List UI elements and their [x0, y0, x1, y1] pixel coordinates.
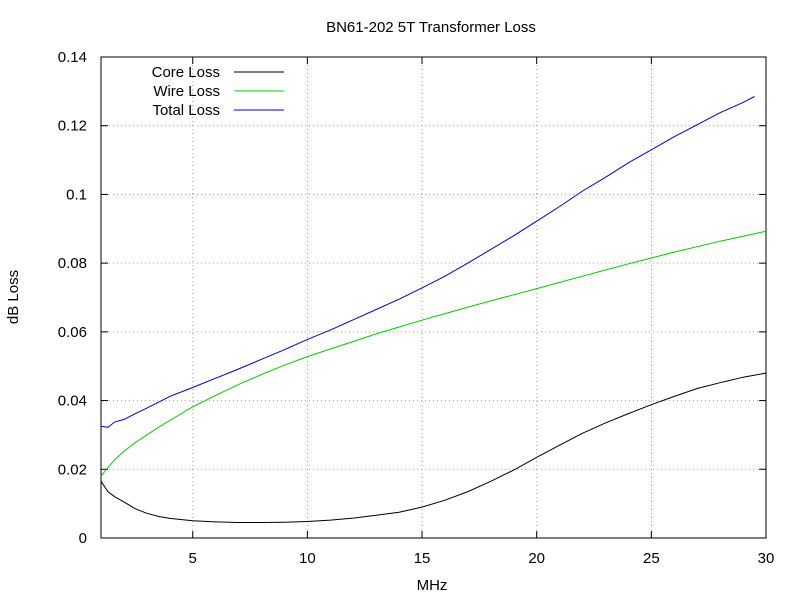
y-axis-label: dB Loss	[5, 270, 22, 324]
y-tick-label: 0.14	[58, 49, 87, 66]
x-tick-label: 15	[414, 550, 431, 567]
x-axis-label: MHz	[417, 577, 448, 594]
legend-label-wire-loss: Wire Loss	[153, 83, 220, 100]
series-line-wire-loss	[100, 230, 767, 477]
plot-frame	[100, 56, 767, 539]
legend-label-core-loss: Core Loss	[152, 64, 220, 81]
legend: Core Loss Wire Loss Total Loss	[152, 64, 284, 119]
y-tick-label: 0.04	[58, 393, 87, 410]
legend-label-total-loss: Total Loss	[152, 102, 220, 119]
x-tick-label: 10	[299, 550, 316, 567]
x-tick-label: 25	[643, 550, 660, 567]
y-tick-label: 0.1	[66, 186, 87, 203]
grid	[101, 57, 766, 538]
series-line-core-loss	[100, 372, 767, 523]
x-tick-label: 30	[758, 550, 775, 567]
y-tick-label: 0.02	[58, 461, 87, 478]
axis-ticks	[101, 56, 767, 539]
series-line-total-loss	[100, 96, 755, 428]
chart-title: BN61-202 5T Transformer Loss	[326, 19, 536, 36]
series-layer	[100, 96, 767, 523]
y-tick-label: 0.06	[58, 324, 87, 341]
y-tick-label: 0.08	[58, 255, 87, 272]
y-tick-label: 0	[79, 530, 87, 547]
x-tick-label: 20	[528, 550, 545, 567]
x-tick-label: 5	[189, 550, 197, 567]
y-tick-label: 0.12	[58, 118, 87, 135]
axis-tick-labels: 5 10 15 20 25 30 0 0.02 0.04 0.06 0.08 0.1 0.12 0.14	[58, 49, 775, 567]
